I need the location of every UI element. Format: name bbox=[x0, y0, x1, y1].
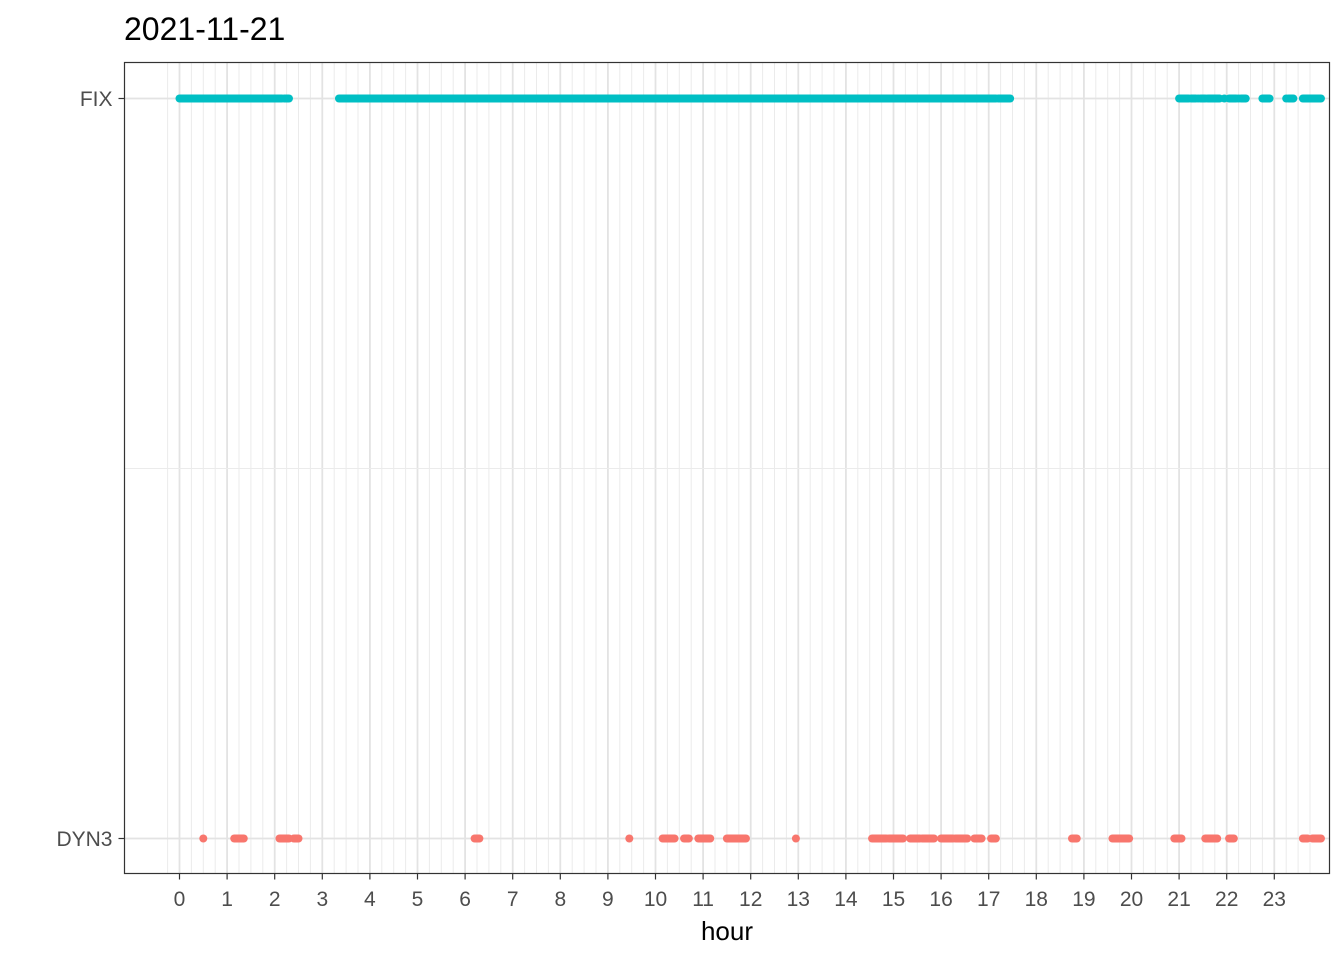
data-point bbox=[989, 94, 998, 103]
x-tick-label: 0 bbox=[174, 888, 186, 911]
data-point bbox=[625, 834, 634, 843]
y-tick-label: DYN3 bbox=[56, 828, 112, 851]
grid-lines bbox=[124, 62, 1330, 874]
data-points bbox=[175, 94, 1325, 843]
x-tick-label: 22 bbox=[1215, 888, 1238, 911]
data-point bbox=[347, 94, 356, 103]
x-tick-label: 17 bbox=[977, 888, 1000, 911]
data-point bbox=[1220, 94, 1229, 103]
data-point bbox=[791, 834, 800, 843]
x-tick-label: 5 bbox=[412, 888, 424, 911]
x-tick-label: 8 bbox=[554, 888, 566, 911]
x-tick-label: 16 bbox=[929, 888, 952, 911]
data-point bbox=[1234, 94, 1243, 103]
x-axis-title: hour bbox=[701, 916, 753, 946]
y-tick-label: FIX bbox=[80, 88, 113, 111]
x-tick-label: 19 bbox=[1072, 888, 1095, 911]
x-tick-label: 13 bbox=[787, 888, 810, 911]
x-tick-label: 12 bbox=[739, 888, 762, 911]
x-tick-label: 10 bbox=[644, 888, 667, 911]
data-point bbox=[196, 94, 205, 103]
data-point bbox=[190, 94, 199, 103]
x-tick-label: 11 bbox=[692, 888, 714, 911]
data-point bbox=[1194, 94, 1203, 103]
x-tick-label: 23 bbox=[1263, 888, 1286, 911]
data-point bbox=[199, 834, 208, 843]
x-tick-label: 21 bbox=[1167, 888, 1190, 911]
x-tick-label: 15 bbox=[882, 888, 905, 911]
data-point bbox=[1282, 94, 1291, 103]
x-tick-label: 1 bbox=[221, 888, 233, 911]
x-tick-label: 20 bbox=[1120, 888, 1143, 911]
series-dyn3 bbox=[199, 834, 1325, 843]
x-tick-label: 2 bbox=[269, 888, 281, 911]
x-tick-label: 6 bbox=[459, 888, 471, 911]
x-tick-label: 7 bbox=[507, 888, 519, 911]
x-tick-label: 9 bbox=[602, 888, 614, 911]
x-tick-label: 3 bbox=[316, 888, 328, 911]
x-tick-label: 18 bbox=[1025, 888, 1048, 911]
axes: 0 1 2 3 4 5 6 7 8 9 10 11 12 13 14 15 16 17 18 19 20 21 22 23DY… bbox=[56, 88, 1286, 911]
series-fix bbox=[175, 94, 1325, 103]
x-tick-label: 14 bbox=[834, 888, 858, 911]
chart-title: 2021-11-21 bbox=[124, 11, 285, 47]
x-tick-label: 4 bbox=[364, 888, 376, 911]
plot-border bbox=[123, 61, 1331, 875]
